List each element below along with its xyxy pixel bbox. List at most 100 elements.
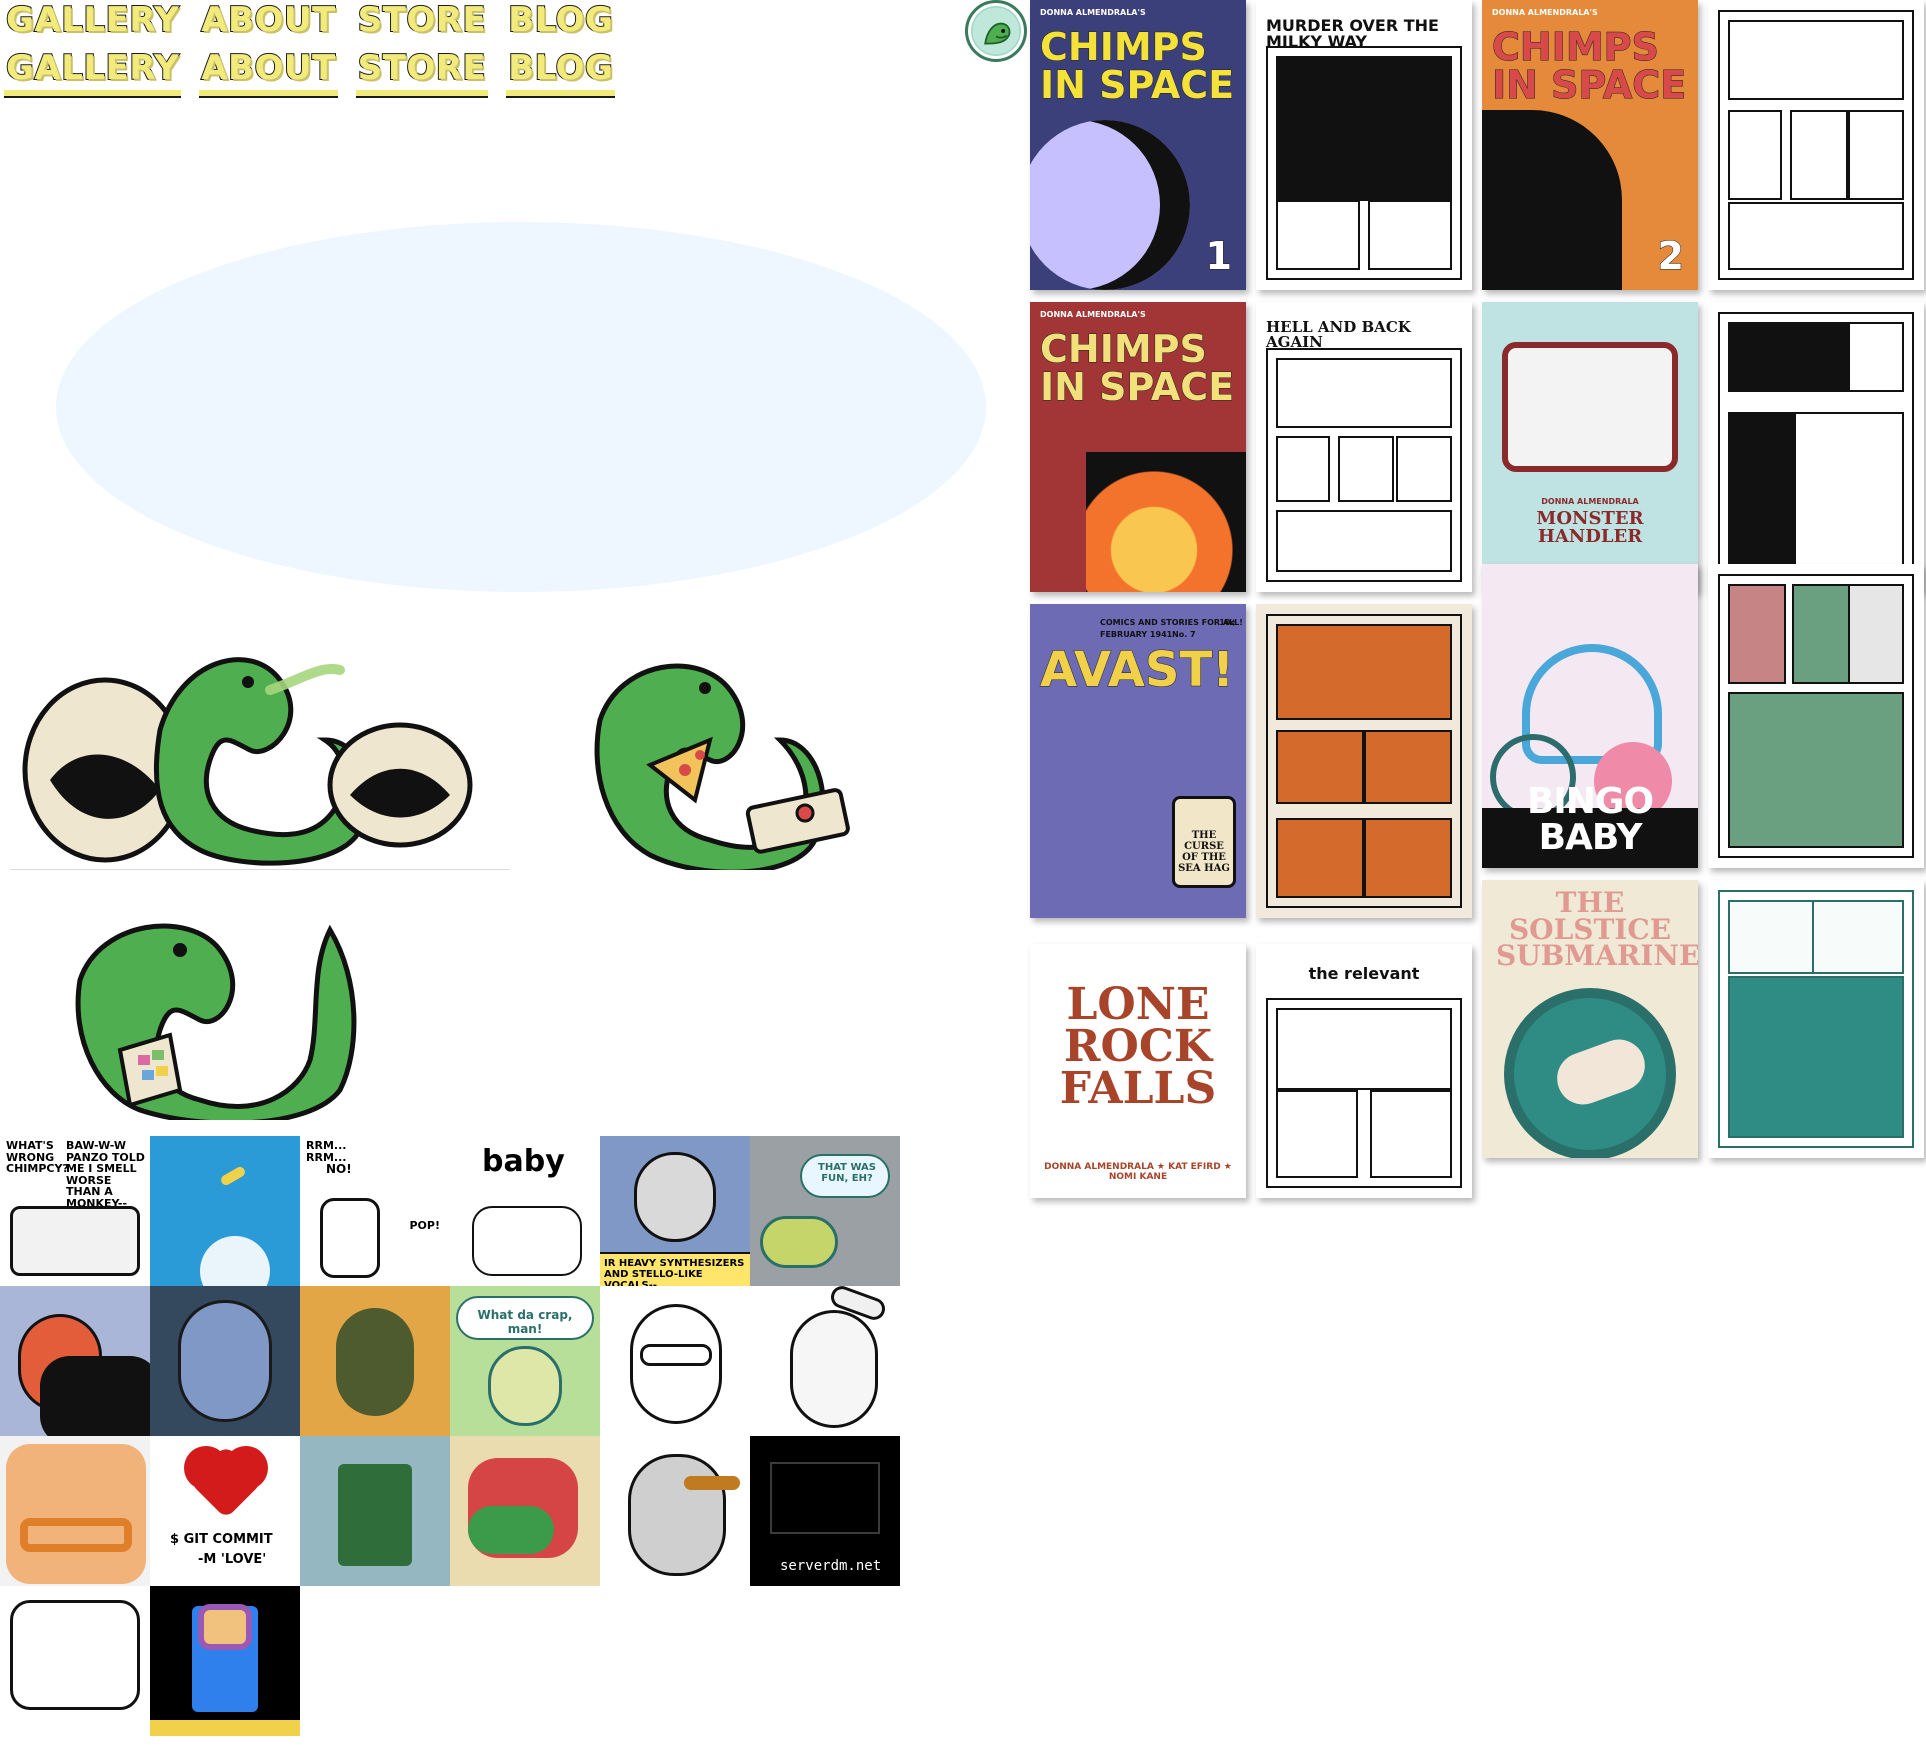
comic-card[interactable] bbox=[1256, 604, 1472, 918]
comic-card[interactable]: THE SOLSTICE SUBMARINE bbox=[1482, 880, 1698, 1158]
panel bbox=[1728, 412, 1802, 572]
thumb[interactable] bbox=[150, 1286, 300, 1436]
panel bbox=[1792, 584, 1854, 684]
comic-page bbox=[1708, 880, 1924, 1158]
thumb[interactable] bbox=[750, 1286, 900, 1436]
comic-card[interactable]: HELL AND BACK AGAIN bbox=[1256, 302, 1472, 592]
nav-row-2: GALLERY ABOUT STORE BLOG bbox=[4, 47, 616, 96]
thumb[interactable]: RRM... RRM... NO! POP! bbox=[300, 1136, 450, 1286]
comic-card[interactable] bbox=[1708, 302, 1924, 592]
thumb[interactable]: WHAT'S WRONG CHIMPCY? BAW-W-W PANZO TOLD… bbox=[0, 1136, 150, 1286]
thumb[interactable] bbox=[0, 1436, 150, 1586]
nerd-face bbox=[6, 1444, 146, 1584]
nav-store-link-underlined[interactable]: STORE bbox=[355, 47, 489, 96]
panel bbox=[1848, 584, 1904, 684]
comic-card[interactable]: BINGO BABY bbox=[1482, 564, 1698, 868]
thumb[interactable]: baby bbox=[450, 1136, 600, 1286]
nav-about-link-underlined[interactable]: ABOUT bbox=[199, 47, 338, 96]
monster-frame bbox=[1502, 342, 1678, 472]
pixel-ground bbox=[150, 1720, 300, 1736]
nav-gallery-link[interactable]: GALLERY bbox=[5, 0, 180, 41]
nav-blog-link-underlined[interactable]: BLOG bbox=[506, 47, 616, 96]
panel-grid bbox=[1718, 10, 1914, 280]
panel bbox=[1728, 322, 1848, 392]
dark-shape bbox=[40, 1356, 150, 1436]
thumb[interactable]: What da crap, man! bbox=[450, 1286, 600, 1436]
comic-card[interactable] bbox=[1708, 0, 1924, 290]
thumb[interactable]: $ GIT COMMIT -M 'LOVE' bbox=[150, 1436, 300, 1586]
panel-grid bbox=[1266, 614, 1462, 908]
comic-card[interactable]: LONE ROCK FALLS DONNA ALMENDRALA ★ KAT E… bbox=[1030, 944, 1246, 1198]
comic-title: HELL AND BACK AGAIN bbox=[1266, 318, 1411, 351]
comic-card[interactable]: MURDER OVER THE MILKY WAY bbox=[1256, 0, 1472, 290]
thumb[interactable] bbox=[600, 1436, 750, 1586]
comic-publisher: DONNA ALMENDRALA bbox=[1541, 497, 1639, 506]
thumb[interactable]: THAT WAS FUN, EH? bbox=[750, 1136, 900, 1286]
leaf-shape bbox=[468, 1506, 554, 1554]
thumb-text: serverdm.net bbox=[780, 1558, 882, 1574]
comic-card[interactable]: DONNA ALMENDRALA'S CHIMPS IN SPACE 1 bbox=[1030, 0, 1246, 290]
comic-publisher: DONNA ALMENDRALA'S bbox=[1040, 310, 1146, 319]
thumb[interactable] bbox=[300, 1436, 450, 1586]
thumb[interactable] bbox=[150, 1136, 300, 1286]
thumb-text: baby bbox=[482, 1144, 565, 1179]
comic-price: 10¢ bbox=[1219, 618, 1236, 627]
panel bbox=[1728, 692, 1904, 848]
scroll-banner bbox=[1172, 796, 1236, 888]
comic-card[interactable]: the relevant bbox=[1256, 944, 1472, 1198]
glasses-icon bbox=[640, 1344, 712, 1366]
panel bbox=[1728, 900, 1820, 974]
comic-card[interactable]: DONNA ALMENDRALA'S CHIMPS IN SPACE 2 bbox=[1482, 0, 1698, 290]
thumb[interactable]: IR HEAVY SYNTHESIZERS AND STELLO-LIKE VO… bbox=[600, 1136, 750, 1286]
thumb-text: $ GIT COMMIT bbox=[170, 1532, 273, 1547]
nav-gallery-link-underlined[interactable]: GALLERY bbox=[4, 47, 182, 96]
comic-title: MONSTER HANDLER bbox=[1536, 508, 1644, 547]
comic-card[interactable]: COMICS AND STORIES FOR ALL! FEBRUARY 194… bbox=[1030, 604, 1246, 918]
nav-store-link[interactable]: STORE bbox=[357, 0, 487, 41]
thumb[interactable] bbox=[150, 1586, 300, 1736]
panel bbox=[1728, 584, 1786, 684]
panel bbox=[1728, 202, 1904, 270]
panel-grid bbox=[1718, 312, 1914, 582]
thumb[interactable] bbox=[300, 1286, 450, 1436]
flower-icon bbox=[1594, 742, 1672, 820]
hero-illustrations bbox=[0, 210, 1000, 1120]
pixel-helmet bbox=[198, 1604, 252, 1650]
panel-grid bbox=[1718, 574, 1914, 858]
comic-cover: MONSTER HANDLER DONNA ALMENDRALA bbox=[1482, 302, 1698, 592]
nav-blog-link[interactable]: BLOG bbox=[507, 0, 614, 41]
thumb-text: BAW-W-W PANZO TOLD ME I SMELL WORSE THAN… bbox=[66, 1139, 145, 1210]
heart-icon-right bbox=[224, 1446, 268, 1490]
thumb[interactable] bbox=[0, 1586, 150, 1736]
comic-card[interactable]: DONNA ALMENDRALA'S CHIMPS IN SPACE 3 bbox=[1030, 302, 1246, 592]
panel bbox=[1276, 1090, 1358, 1178]
thumb[interactable]: serverdm.net bbox=[750, 1436, 900, 1586]
panel-grid bbox=[1266, 998, 1462, 1188]
thumb[interactable] bbox=[0, 1286, 150, 1436]
speech-bubble bbox=[456, 1296, 594, 1340]
comic-title: CHIMPS IN SPACE bbox=[1040, 25, 1235, 107]
thumb[interactable] bbox=[600, 1286, 750, 1436]
panel bbox=[1396, 436, 1452, 502]
panel bbox=[1728, 20, 1904, 100]
thumb-text: NO! bbox=[326, 1162, 352, 1176]
nav-about-link[interactable]: ABOUT bbox=[200, 0, 336, 41]
comic-card[interactable] bbox=[1708, 880, 1924, 1158]
thumb-text: WHAT'S WRONG CHIMPCY? bbox=[6, 1139, 69, 1176]
comic-subtitle: THE CURSE OF THE SEA HAG bbox=[1178, 830, 1230, 874]
comic-page bbox=[1708, 0, 1924, 290]
panel bbox=[1276, 624, 1452, 720]
dino-avatar-icon[interactable] bbox=[965, 0, 1027, 62]
panel bbox=[1276, 56, 1452, 201]
sky-ellipse bbox=[56, 222, 986, 592]
comic-card[interactable]: MONSTER HANDLER DONNA ALMENDRALA bbox=[1482, 302, 1698, 592]
comic-title: LONE ROCK FALLS bbox=[1059, 979, 1217, 1114]
comic-page: the relevant bbox=[1256, 944, 1472, 1198]
comic-issue-label: No. 7 bbox=[1172, 630, 1196, 639]
thumbnail-grid: WHAT'S WRONG CHIMPCY? BAW-W-W PANZO TOLD… bbox=[0, 1136, 906, 1746]
fire-icon bbox=[1086, 452, 1246, 592]
comic-page: HELL AND BACK AGAIN bbox=[1256, 302, 1472, 592]
comic-cover: DONNA ALMENDRALA'S CHIMPS IN SPACE 2 bbox=[1482, 0, 1698, 290]
comic-card[interactable] bbox=[1708, 564, 1924, 868]
thumb[interactable] bbox=[450, 1436, 600, 1586]
